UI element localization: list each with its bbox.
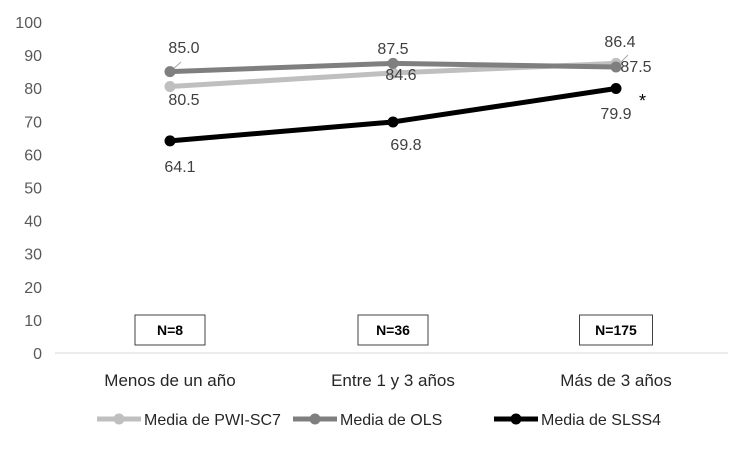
y-tick-label: 70 xyxy=(24,114,42,131)
n-label-box xyxy=(579,314,653,346)
legend-entry-ols[interactable]: Media de OLS xyxy=(340,412,442,429)
data-label-slss4: 79.9 xyxy=(600,106,631,123)
data-label-slss4: 64.1 xyxy=(164,159,195,176)
x-axis: Menos de un año Entre 1 y 3 años Más de 3 … xyxy=(104,371,671,390)
data-point-slss4 xyxy=(387,116,399,128)
data-labels: 80.5 84.6 87.5 85.0 87.5 86.4 64.1 69.8 79.9 xyxy=(164,34,651,176)
legend-marker-pwi-sc7 xyxy=(113,413,125,425)
series-group xyxy=(164,57,622,147)
y-axis: 0 10 20 30 40 50 60 70 80 90 100 xyxy=(15,15,42,363)
data-label-ols: 86.4 xyxy=(604,34,635,51)
data-point-ols xyxy=(164,66,176,78)
legend-marker-ols xyxy=(309,413,321,425)
data-label-pwi-sc7: 80.5 xyxy=(168,92,199,109)
data-label-ols: 87.5 xyxy=(377,41,408,58)
n-labels: N=8 N=36 N=175 xyxy=(134,314,653,346)
legend[interactable]: Media de PWI-SC7 Media de OLS Media de SLS… xyxy=(97,412,661,429)
y-tick-label: 30 xyxy=(24,247,42,264)
y-tick-label: 40 xyxy=(24,214,42,231)
y-tick-label: 10 xyxy=(24,313,42,330)
series-line-slss4 xyxy=(167,86,619,144)
data-point-ols xyxy=(610,61,622,73)
n-label: N=175 xyxy=(595,322,637,338)
x-tick-label: Más de 3 años xyxy=(560,371,672,390)
n-label-box xyxy=(357,314,429,346)
data-label-ols: 85.0 xyxy=(168,40,199,57)
y-tick-label: 20 xyxy=(24,280,42,297)
y-tick-label: 90 xyxy=(24,48,42,65)
y-tick-label: 80 xyxy=(24,81,42,98)
legend-marker-slss4 xyxy=(510,413,522,425)
data-label-slss4: 69.8 xyxy=(390,137,421,154)
legend-entry-pwi-sc7[interactable]: Media de PWI-SC7 xyxy=(144,412,281,429)
n-label-box xyxy=(134,314,206,346)
data-label-pwi-sc7: 87.5 xyxy=(620,59,651,76)
significance-annotation: * xyxy=(639,91,646,111)
y-tick-label: 100 xyxy=(15,15,42,32)
y-tick-label: 60 xyxy=(24,147,42,164)
data-point-slss4 xyxy=(164,135,176,147)
data-point-slss4 xyxy=(610,83,622,95)
n-label: N=8 xyxy=(157,322,183,338)
y-tick-label: 50 xyxy=(24,181,42,198)
data-label-pwi-sc7: 84.6 xyxy=(385,67,416,84)
x-tick-label: Menos de un año xyxy=(104,371,235,390)
legend-entry-slss4[interactable]: Media de SLSS4 xyxy=(541,412,661,429)
data-point-pwi-sc7 xyxy=(387,67,399,79)
x-tick-label: Entre 1 y 3 años xyxy=(331,371,455,390)
data-point-ols xyxy=(387,57,399,69)
data-point-pwi-sc7 xyxy=(164,81,176,93)
n-label: N=36 xyxy=(376,322,410,338)
y-tick-label: 0 xyxy=(33,346,42,363)
